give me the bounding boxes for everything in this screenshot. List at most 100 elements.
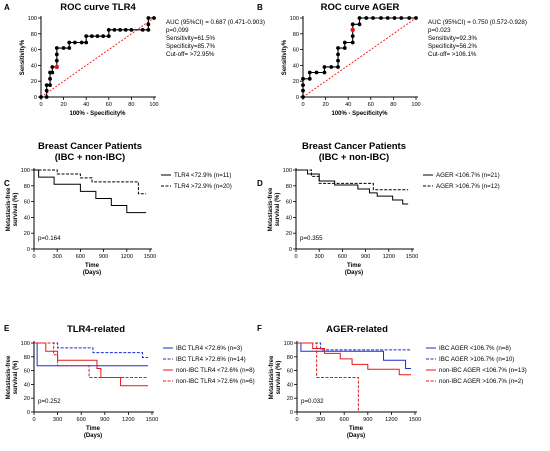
x-tick-label: 0 <box>32 254 35 260</box>
series-line-1 <box>296 169 409 191</box>
legend-entry: IBC TLR4 >72.6% (n=14) <box>176 356 246 363</box>
x-tick-label: 600 <box>338 254 347 260</box>
x-tick-label: 300 <box>53 254 62 260</box>
roc-point <box>350 40 355 45</box>
x-tick-label: 600 <box>76 254 85 260</box>
chart-title: ROC curve AGER <box>321 2 400 13</box>
x-tick-label: 0 <box>39 102 42 108</box>
x-tick-label: 60 <box>368 102 374 108</box>
stat-line: Cut-off= >106.1% <box>428 51 477 58</box>
x-tick-label: 1200 <box>385 417 397 423</box>
legend-entry: IBC TLR4 <72.6% (n=3) <box>176 345 242 352</box>
y-tick-label: 20 <box>293 79 299 85</box>
series-line-0 <box>296 169 409 205</box>
series-line-0 <box>297 342 412 370</box>
y-tick-label: 40 <box>24 382 30 388</box>
panel-b: B ROC curve AGER 0 20 40 60 80 100 0 20 40 60 80 100 1… <box>257 2 527 117</box>
roc-point <box>44 95 49 99</box>
chart-title: AGER-related <box>326 324 388 335</box>
roc-point <box>112 27 117 32</box>
legend-entry: non-IBC AGER >106.7% (n=2) <box>439 378 523 385</box>
roc-point <box>61 46 66 50</box>
panel-a: A ROC curve TLR4 0 20 40 60 80 100 0 20 40 60 80 100 1… <box>4 2 265 117</box>
x-tick-label: 100 <box>411 102 420 108</box>
x-axis-label: Time <box>347 263 362 269</box>
y-axis-label: Sensitivity% <box>20 39 26 75</box>
x-axis-label: 100% - Specificity% <box>69 111 126 117</box>
roc-point <box>67 46 72 50</box>
x-tick-label: 0 <box>294 254 297 260</box>
roc-point <box>357 22 362 27</box>
roc-point <box>307 76 312 81</box>
y-tick-label: 0 <box>27 247 30 253</box>
x-tick-label: 40 <box>83 102 89 108</box>
chart-title: Breast Cancer Patients <box>302 141 406 152</box>
panel-f: F AGER-related 0 20 40 60 80 100 0 300 600 900 1200 1… <box>257 324 527 439</box>
y-tick-label: 100 <box>284 341 293 347</box>
roc-point <box>152 16 156 20</box>
p-value: p=0.164 <box>38 235 61 242</box>
y-tick-label: 100 <box>21 168 30 174</box>
panel-c: C Breast Cancer Patients(IBC + non-IBC) 0 2… <box>4 141 232 276</box>
roc-point <box>336 52 340 57</box>
legend-entry: TLR4 >72.9% (n=20) <box>174 183 232 190</box>
roc-point <box>301 95 305 99</box>
roc-point <box>342 46 347 50</box>
x-axis-label: Time <box>349 426 364 432</box>
y-axis-label: Metastasis-free <box>268 187 274 231</box>
y-tick-label: 80 <box>286 184 292 190</box>
x-tick-label: 900 <box>363 417 372 423</box>
y-tick-label: 40 <box>31 63 37 69</box>
p-value: p=0.032 <box>301 398 324 405</box>
cutoff-point <box>350 27 355 33</box>
legend-entry: AGER <106.7% (n=21) <box>436 172 500 179</box>
roc-point <box>140 27 145 32</box>
y-tick-label: 60 <box>24 200 30 206</box>
panel-label: C <box>4 179 10 188</box>
roc-point <box>322 65 327 69</box>
x-tick-label: 1500 <box>144 254 156 260</box>
roc-point <box>67 40 72 45</box>
chart-title: ROC curve TLR4 <box>60 2 136 13</box>
y-tick-label: 20 <box>287 396 293 402</box>
roc-point <box>50 70 55 75</box>
chart-title: TLR4-related <box>67 324 125 335</box>
stat-line: Sensitivity=61.5% <box>166 35 216 42</box>
series-line-2 <box>34 342 149 387</box>
series-line-0 <box>34 169 147 214</box>
cutoff-point <box>54 64 60 70</box>
roc-point <box>48 76 52 81</box>
x-axis-label-unit: (Days) <box>345 270 363 276</box>
roc-point <box>95 34 100 39</box>
roc-point <box>89 34 94 39</box>
series-line-3 <box>297 342 359 412</box>
x-tick-label: 40 <box>345 102 351 108</box>
x-tick-label: 60 <box>106 102 112 108</box>
roc-point <box>146 16 151 20</box>
roc-point <box>54 52 59 57</box>
roc-point <box>48 83 52 88</box>
roc-point <box>357 16 362 20</box>
roc-point <box>329 65 334 69</box>
y-tick-label: 40 <box>286 215 292 221</box>
roc-point <box>314 70 319 75</box>
x-tick-label: 80 <box>128 102 134 108</box>
reference-line <box>40 17 155 98</box>
panel-label: F <box>257 324 262 333</box>
roc-point <box>336 46 340 50</box>
y-axis-label-unit: survival (%) <box>276 361 282 395</box>
legend-entry: IBC AGER >106.7% (n=10) <box>439 356 514 363</box>
y-tick-label: 100 <box>28 16 37 22</box>
x-tick-label: 1500 <box>146 417 158 423</box>
panel-label: A <box>4 3 10 12</box>
legend-entry: non-IBC AGER <106.7% (n=13) <box>439 367 527 374</box>
y-tick-label: 60 <box>24 369 30 375</box>
y-tick-label: 20 <box>31 79 37 85</box>
roc-point <box>39 95 43 99</box>
chart-title: Breast Cancer Patients <box>38 141 142 152</box>
x-tick-label: 20 <box>60 102 66 108</box>
x-tick-label: 300 <box>315 254 324 260</box>
series-line-1 <box>34 169 147 195</box>
y-tick-label: 60 <box>293 48 299 54</box>
y-tick-label: 100 <box>21 341 30 347</box>
